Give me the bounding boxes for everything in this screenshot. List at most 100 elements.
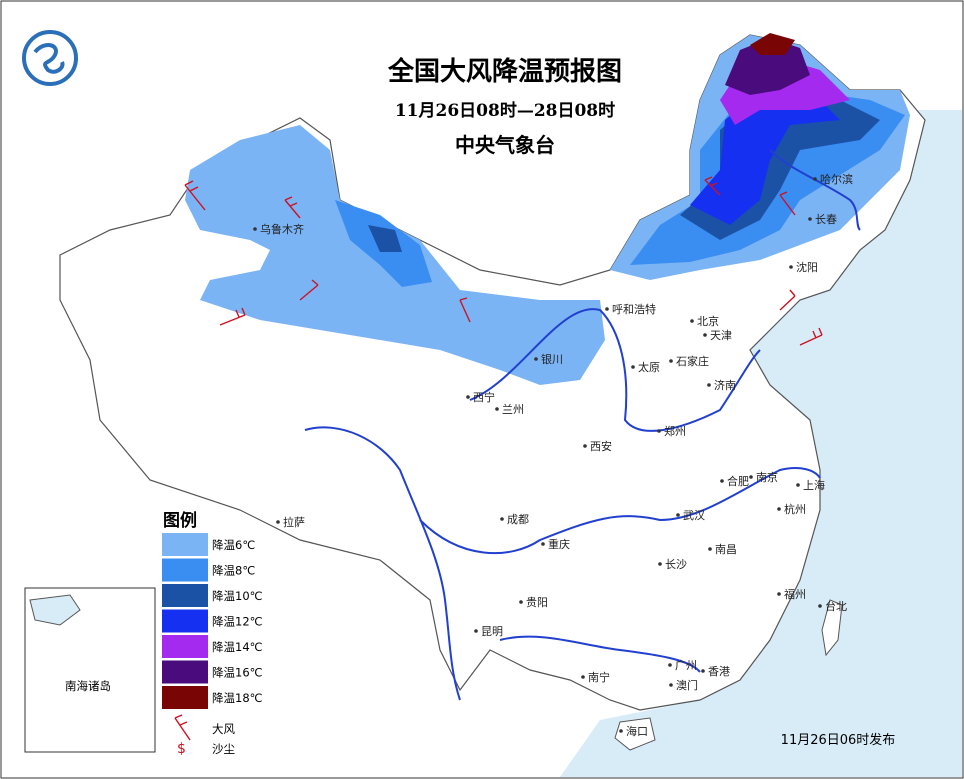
city-dot: [631, 365, 635, 369]
city-dot: [534, 357, 538, 361]
wind-barb: [799, 327, 823, 346]
logo: [22, 30, 78, 86]
sea: [560, 110, 962, 777]
city-label: 沈阳: [796, 260, 818, 274]
city-dot: [690, 319, 694, 323]
legend-swatch: [162, 558, 208, 582]
city-dot: [495, 407, 499, 411]
legend-dust: 沙尘: [212, 742, 235, 756]
city-dot: [708, 547, 712, 551]
title: 全国大风降温预报图: [387, 56, 622, 87]
city-label: 南京: [756, 470, 778, 484]
city-label: 银川: [541, 352, 563, 366]
city-label: 太原: [638, 361, 660, 374]
legend-swatch: [162, 584, 208, 607]
city-dot: [749, 475, 753, 479]
legend-label: 降温16℃: [212, 666, 263, 680]
city-label: 北京: [697, 314, 719, 328]
city-dot: [789, 265, 793, 269]
legend-wind: 大风: [212, 722, 235, 736]
city-dot: [657, 429, 661, 433]
city-dot: [583, 444, 587, 448]
city-dot: [658, 562, 662, 566]
city-label: 西宁: [473, 390, 495, 404]
footer: 11月26日06时发布: [781, 732, 896, 748]
cooling-areas: [185, 33, 910, 385]
city-dot: [581, 675, 585, 679]
city-label: 广州: [675, 659, 697, 672]
cooling-area: [368, 225, 402, 252]
issuer: 中央气象台: [455, 133, 555, 157]
city-label: 呼和浩特: [612, 302, 656, 316]
legend-label: 降温12℃: [212, 615, 263, 629]
city-label: 郑州: [664, 424, 686, 438]
wind-barb: [779, 289, 796, 311]
inset-frame: [24, 587, 156, 753]
wind-barb: [459, 297, 471, 323]
inset-coast: [29, 594, 81, 626]
cooling-area: [725, 38, 810, 95]
wind-barb: [779, 191, 796, 216]
city-dot: [519, 600, 523, 604]
city-label: 成都: [507, 513, 529, 526]
city-label: 上海: [803, 478, 825, 492]
city-label: 海口: [626, 724, 648, 738]
city-dot: [541, 542, 545, 546]
city-label: 西安: [590, 439, 612, 453]
city-dot: [813, 177, 817, 181]
city-label: 台北: [825, 599, 847, 613]
inset-label: 南海诸岛: [65, 679, 111, 693]
city-label: 香港: [708, 665, 730, 678]
river: [419, 467, 821, 555]
city-dot: [707, 383, 711, 387]
wind-barbs: [184, 176, 823, 346]
hainan: [614, 717, 656, 751]
city-label: 重庆: [548, 537, 570, 551]
wind-barb: [704, 176, 721, 196]
city-dot: [777, 507, 781, 511]
taiwan: [821, 599, 843, 657]
city-dot: [619, 729, 623, 733]
city-dot: [253, 227, 257, 231]
city-dot: [720, 479, 724, 483]
legend-label: 降温18℃: [212, 691, 263, 705]
river: [769, 149, 861, 231]
city-dot: [605, 307, 609, 311]
legend-wind-symbol: [174, 714, 191, 741]
city-dot: [796, 483, 800, 487]
rivers: [304, 149, 861, 701]
legend-swatch: [162, 533, 208, 556]
river: [304, 426, 461, 701]
river: [499, 635, 701, 673]
wind-barb: [284, 196, 301, 219]
city-dot: [777, 592, 781, 596]
city-dot: [676, 513, 680, 517]
legend: 降温6℃ 降温8℃ 降温10℃ 降温12℃ 降温14℃ 降温16℃ 降温18℃: [162, 533, 263, 709]
city-dot: [703, 333, 707, 337]
legend-swatch: [162, 635, 208, 658]
city-label: 武汉: [683, 509, 705, 522]
city-label: 南昌: [715, 543, 737, 556]
city-dot: [668, 663, 672, 667]
logo-mark: [33, 43, 65, 74]
city-label: 兰州: [502, 403, 524, 416]
city-label: 南宁: [588, 670, 610, 684]
cooling-area: [690, 90, 840, 225]
city-dot: [808, 217, 812, 221]
wind-barb: [219, 307, 246, 326]
city-label: 合肥: [727, 474, 749, 488]
legend-dust-symbol: $: [177, 741, 186, 757]
legend-label: 降温6℃: [212, 538, 255, 552]
city-dot: [818, 604, 822, 608]
city-label: 济南: [714, 378, 736, 392]
city-label: 乌鲁木齐: [260, 222, 304, 236]
city-dot: [500, 517, 504, 521]
wind-barb: [299, 279, 319, 301]
period: 11月26日08时—28日08时: [395, 101, 615, 121]
cooling-area: [750, 33, 795, 55]
city-label: 哈尔滨: [820, 172, 853, 186]
legend-label: 降温14℃: [212, 640, 263, 654]
city-label: 拉萨: [283, 515, 305, 529]
city-dot: [701, 669, 705, 673]
